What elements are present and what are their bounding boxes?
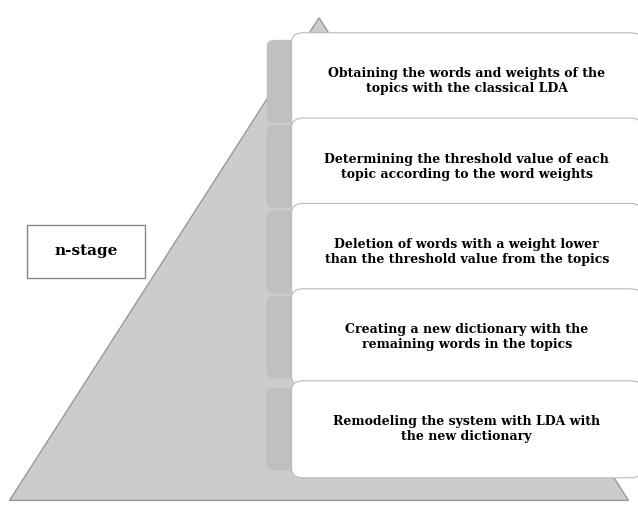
FancyBboxPatch shape: [27, 225, 145, 278]
FancyBboxPatch shape: [267, 388, 637, 470]
FancyBboxPatch shape: [292, 204, 638, 301]
FancyBboxPatch shape: [292, 289, 638, 386]
FancyBboxPatch shape: [267, 40, 637, 123]
FancyBboxPatch shape: [267, 296, 637, 379]
FancyBboxPatch shape: [292, 118, 638, 215]
FancyBboxPatch shape: [292, 381, 638, 478]
FancyBboxPatch shape: [292, 33, 638, 130]
Text: n-stage: n-stage: [54, 244, 118, 259]
FancyBboxPatch shape: [267, 125, 637, 208]
Text: Deletion of words with a weight lower
than the threshold value from the topics: Deletion of words with a weight lower th…: [325, 238, 609, 266]
Polygon shape: [10, 18, 628, 500]
FancyBboxPatch shape: [267, 210, 637, 294]
Text: Obtaining the words and weights of the
topics with the classical LDA: Obtaining the words and weights of the t…: [328, 67, 605, 96]
Text: Determining the threshold value of each
topic according to the word weights: Determining the threshold value of each …: [324, 152, 609, 181]
Text: Remodeling the system with LDA with
the new dictionary: Remodeling the system with LDA with the …: [333, 415, 600, 443]
Text: Creating a new dictionary with the
remaining words in the topics: Creating a new dictionary with the remai…: [345, 323, 588, 352]
